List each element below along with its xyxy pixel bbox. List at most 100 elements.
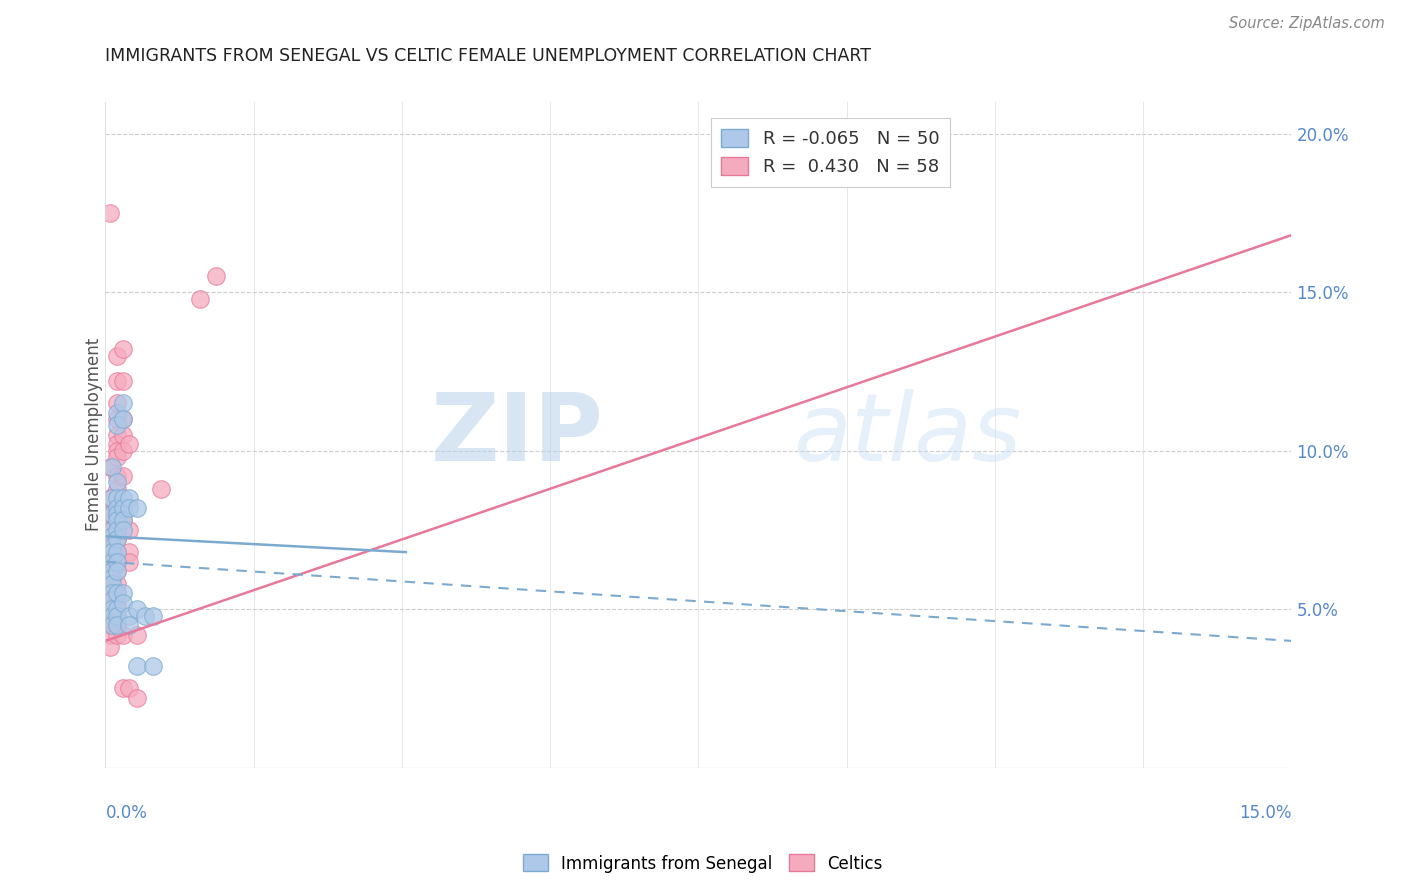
Point: [105, 406, 128, 420]
Point: [98, 627, 121, 641]
Point: [100, 459, 122, 474]
Point: [105, 500, 128, 515]
Point: [105, 596, 128, 610]
Point: [105, 469, 128, 483]
Point: [111, 343, 134, 357]
Text: 15.0%: 15.0%: [1239, 805, 1292, 822]
Point: [100, 577, 122, 591]
Text: 0.0%: 0.0%: [105, 805, 148, 822]
Point: [149, 482, 172, 496]
Point: [105, 564, 128, 578]
Point: [111, 427, 134, 442]
Point: [205, 269, 228, 284]
Legend: Immigrants from Senegal, Celtics: Immigrants from Senegal, Celtics: [516, 847, 890, 880]
Point: [100, 570, 122, 584]
Point: [100, 618, 122, 632]
Point: [111, 491, 134, 506]
Point: [111, 586, 134, 600]
Point: [118, 523, 141, 537]
Text: ZIP: ZIP: [430, 389, 603, 481]
Point: [105, 450, 128, 464]
Point: [105, 500, 128, 515]
Point: [105, 482, 128, 496]
Point: [105, 523, 128, 537]
Point: [111, 374, 134, 388]
Point: [98, 507, 121, 521]
Point: [100, 523, 122, 537]
Point: [125, 690, 148, 705]
Point: [118, 608, 141, 623]
Point: [111, 469, 134, 483]
Point: [125, 627, 148, 641]
Point: [111, 523, 134, 537]
Point: [105, 507, 128, 521]
Point: [105, 586, 128, 600]
Point: [118, 500, 141, 515]
Point: [111, 396, 134, 410]
Point: [105, 608, 128, 623]
Point: [105, 533, 128, 547]
Text: Source: ZipAtlas.com: Source: ZipAtlas.com: [1229, 16, 1385, 31]
Point: [105, 577, 128, 591]
Point: [111, 596, 134, 610]
Text: IMMIGRANTS FROM SENEGAL VS CELTIC FEMALE UNEMPLOYMENT CORRELATION CHART: IMMIGRANTS FROM SENEGAL VS CELTIC FEMALE…: [105, 47, 872, 65]
Point: [105, 555, 128, 569]
Point: [111, 443, 134, 458]
Text: atlas: atlas: [793, 389, 1022, 481]
Point: [105, 608, 128, 623]
Point: [118, 681, 141, 696]
Point: [105, 396, 128, 410]
Point: [98, 523, 121, 537]
Point: [98, 586, 121, 600]
Point: [111, 513, 134, 527]
Point: [100, 529, 122, 543]
Point: [105, 627, 128, 641]
Point: [105, 491, 128, 506]
Point: [111, 412, 134, 426]
Point: [111, 412, 134, 426]
Point: [142, 608, 165, 623]
Point: [100, 491, 122, 506]
Point: [105, 533, 128, 547]
Point: [118, 491, 141, 506]
Point: [98, 206, 121, 220]
Point: [98, 555, 121, 569]
Point: [111, 500, 134, 515]
Point: [125, 602, 148, 616]
Point: [111, 513, 134, 527]
Point: [105, 602, 128, 616]
Point: [111, 681, 134, 696]
Point: [98, 564, 121, 578]
Point: [105, 374, 128, 388]
Point: [100, 592, 122, 607]
Point: [105, 564, 128, 578]
Point: [105, 513, 128, 527]
Point: [105, 523, 128, 537]
Point: [105, 443, 128, 458]
Point: [98, 618, 121, 632]
Point: [100, 586, 122, 600]
Point: [98, 596, 121, 610]
Point: [105, 418, 128, 433]
Point: [105, 555, 128, 569]
Point: [118, 437, 141, 451]
Point: [105, 349, 128, 363]
Point: [134, 608, 156, 623]
Point: [98, 491, 121, 506]
Point: [105, 545, 128, 559]
Point: [111, 627, 134, 641]
Point: [105, 545, 128, 559]
Point: [118, 545, 141, 559]
Point: [98, 533, 121, 547]
Point: [98, 459, 121, 474]
Point: [125, 659, 148, 673]
Point: [100, 608, 122, 623]
Point: [105, 586, 128, 600]
Point: [100, 539, 122, 553]
Point: [100, 555, 122, 569]
Point: [105, 618, 128, 632]
Y-axis label: Female Unemployment: Female Unemployment: [86, 338, 103, 532]
Point: [105, 513, 128, 527]
Point: [98, 577, 121, 591]
Point: [98, 545, 121, 559]
